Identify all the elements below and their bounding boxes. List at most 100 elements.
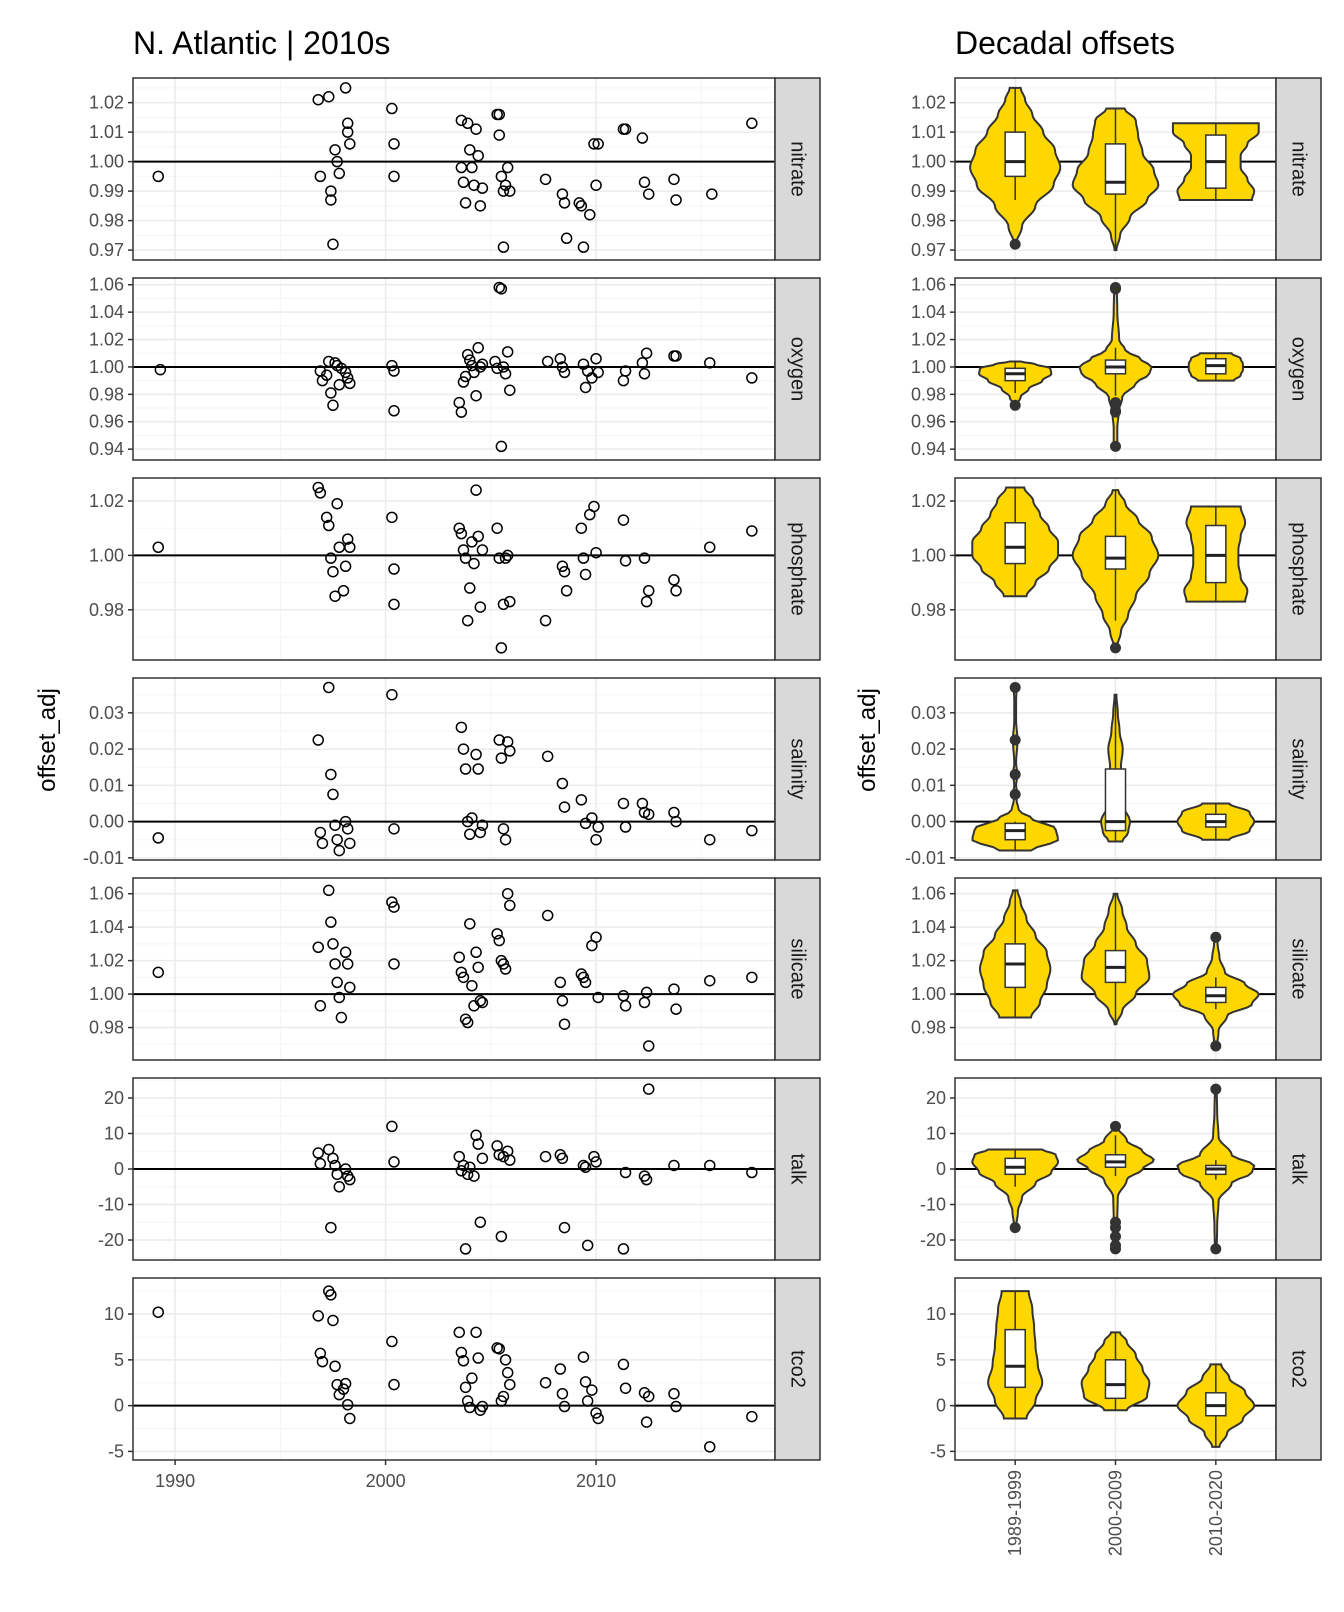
data-point [640, 986, 653, 999]
data-point [344, 981, 356, 994]
data-point [590, 352, 602, 365]
box-outlier [1210, 1083, 1222, 1095]
data-point [341, 117, 354, 130]
data-point [472, 149, 484, 162]
data-point [476, 819, 489, 831]
data-point [329, 819, 341, 831]
data-point [746, 372, 758, 384]
panel-plot-area [955, 1078, 1276, 1260]
box-outlier [1110, 440, 1121, 452]
facet-strip [1275, 77, 1322, 261]
data-point [558, 565, 571, 578]
data-point [619, 821, 632, 833]
facet-strip-label: tco2 [1288, 1350, 1310, 1388]
data-point [504, 185, 516, 197]
scatter-panel-talk: -20 -10 0 10 20 talk [98, 1077, 821, 1261]
data-point [333, 167, 346, 180]
data-point [640, 595, 653, 608]
data-point [455, 114, 468, 127]
facet-strip-label: tco2 [787, 1350, 809, 1388]
data-point [670, 815, 682, 828]
data-point [588, 138, 600, 150]
data-point [554, 976, 567, 989]
data-point [579, 381, 592, 394]
y-tick-label: 1.00 [89, 357, 124, 377]
facet-strip [1275, 1077, 1322, 1261]
box-iqr [1104, 535, 1127, 570]
data-point [539, 173, 552, 186]
y-tick-label: -10 [98, 1195, 124, 1215]
panel-plot-area [133, 1078, 775, 1260]
data-point [493, 934, 506, 947]
data-point [339, 82, 352, 94]
data-point [337, 1383, 350, 1395]
data-point [541, 355, 554, 368]
data-point [539, 1376, 552, 1389]
box-outlier [1210, 1040, 1222, 1052]
y-tick-label: 10 [926, 1304, 946, 1324]
y-tick-label: 1.06 [911, 884, 946, 904]
data-point [457, 1355, 470, 1367]
box-outlier [1110, 1120, 1121, 1132]
data-point [541, 750, 554, 763]
data-point [556, 1152, 569, 1165]
data-point [577, 1351, 590, 1363]
data-point [746, 1166, 758, 1179]
data-point [558, 1400, 571, 1413]
data-point [703, 1441, 716, 1453]
y-tick-label: 0.94 [911, 439, 946, 459]
facet-strip [1275, 877, 1322, 1061]
data-point [455, 406, 468, 418]
data-point [579, 1376, 592, 1388]
data-point [638, 176, 651, 189]
data-point [476, 182, 489, 194]
data-point [642, 1390, 655, 1403]
violin-panel-salinity: -0.01 0.00 0.01 0.02 0.03 salinity [905, 677, 1322, 868]
data-point [457, 544, 470, 556]
facet-strip-label: talk [1288, 1153, 1310, 1185]
scatter-panel-oxygen: 0.94 0.96 0.98 1.00 1.02 1.04 1.06 oxygen [89, 275, 821, 461]
data-point [746, 1410, 758, 1423]
data-point [327, 565, 339, 578]
data-point [325, 194, 337, 206]
box-outlier [1009, 238, 1021, 250]
violin-panel-silicate: 0.98 1.00 1.02 1.04 1.06 silicate [911, 877, 1322, 1061]
data-point [592, 138, 604, 150]
data-point [638, 368, 651, 380]
y-tick-label: 1.00 [911, 152, 946, 172]
data-point [312, 941, 324, 953]
data-point [335, 1011, 348, 1024]
data-point [668, 574, 680, 586]
data-point [314, 1347, 327, 1360]
data-point [638, 552, 651, 564]
right-y-axis-label: offset_adj [854, 688, 881, 792]
data-point [344, 1412, 356, 1425]
y-tick-label: 0.02 [89, 739, 124, 759]
box-outlier [1009, 788, 1021, 800]
data-point [339, 815, 352, 828]
data-point [464, 144, 476, 156]
box-iqr [1104, 768, 1127, 832]
data-point [497, 361, 510, 373]
data-point [323, 90, 335, 103]
y-tick-label: 0.01 [89, 775, 124, 795]
data-point [329, 590, 341, 602]
data-point [388, 958, 400, 970]
data-point [558, 1018, 571, 1030]
panel-plot-area [133, 478, 775, 660]
panel-plot-area [955, 878, 1276, 1060]
data-point [457, 743, 470, 755]
data-point [476, 996, 489, 1009]
x-tick-label: 2010 [576, 1471, 616, 1491]
panel-plot-area [955, 678, 1276, 860]
box-iqr [1104, 143, 1127, 195]
data-point [497, 185, 510, 197]
data-point [668, 1387, 680, 1400]
box-iqr [1004, 522, 1026, 565]
data-point [558, 197, 571, 209]
data-point [497, 598, 510, 611]
y-tick-label: -5 [108, 1441, 124, 1461]
data-point [746, 971, 758, 984]
data-point [464, 582, 476, 594]
data-point [388, 598, 400, 611]
